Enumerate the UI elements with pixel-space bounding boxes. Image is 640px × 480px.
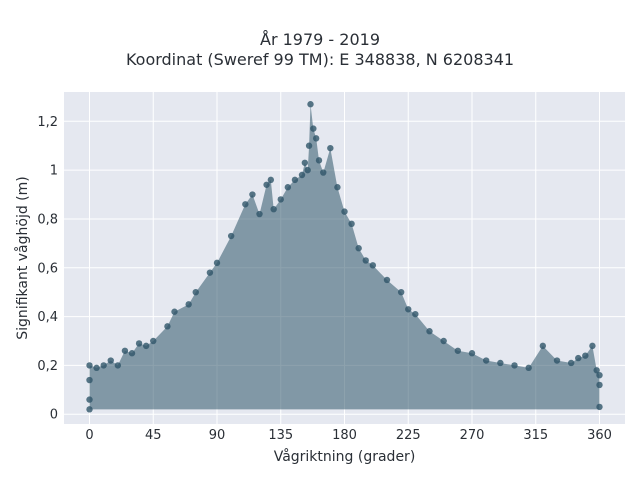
data-point bbox=[553, 357, 561, 364]
data-point bbox=[405, 306, 412, 313]
data-point bbox=[263, 181, 270, 188]
data-point bbox=[86, 376, 93, 384]
data-point bbox=[355, 245, 362, 252]
data-point bbox=[227, 232, 235, 240]
data-point bbox=[596, 371, 603, 379]
data-point bbox=[596, 403, 603, 411]
data-point bbox=[135, 340, 143, 347]
data-point bbox=[511, 362, 518, 369]
data-point bbox=[468, 350, 476, 357]
data-point bbox=[277, 196, 284, 203]
x-tick-label: 360 bbox=[587, 428, 612, 443]
data-point bbox=[596, 381, 603, 389]
data-point bbox=[412, 310, 419, 318]
data-point bbox=[270, 205, 277, 213]
data-point bbox=[397, 288, 405, 296]
data-point bbox=[315, 157, 323, 164]
data-point bbox=[128, 350, 136, 357]
data-point bbox=[86, 362, 93, 369]
x-tick-label: 270 bbox=[460, 428, 485, 443]
data-point bbox=[525, 364, 532, 372]
data-point bbox=[107, 357, 114, 364]
y-tick-label: 0,6 bbox=[37, 261, 58, 276]
chart-subtitle: Koordinat (Sweref 99 TM): E 348838, N 62… bbox=[125, 50, 515, 69]
data-point bbox=[192, 288, 199, 296]
y-tick-label: 1 bbox=[50, 164, 58, 179]
x-axis-title: Vågriktning (grader) bbox=[274, 448, 416, 465]
y-tick-label: 0,8 bbox=[37, 212, 58, 227]
data-point bbox=[142, 342, 150, 350]
data-point bbox=[454, 347, 462, 354]
data-point bbox=[567, 359, 575, 367]
data-point bbox=[575, 354, 582, 362]
x-axis-ticks: 0 45 90 135 180 225 270 315 360 bbox=[85, 428, 612, 443]
data-point bbox=[213, 259, 221, 267]
data-point bbox=[320, 169, 327, 176]
x-tick-label: 90 bbox=[209, 428, 226, 443]
x-tick-label: 225 bbox=[396, 428, 421, 443]
data-point bbox=[86, 406, 93, 413]
data-point bbox=[249, 191, 256, 198]
data-point bbox=[298, 171, 306, 179]
data-point bbox=[267, 176, 275, 184]
point-density-envelope bbox=[89, 104, 600, 410]
chart-title: År 1979 - 2019 bbox=[260, 30, 380, 49]
data-point bbox=[539, 342, 547, 350]
x-tick-label: 180 bbox=[332, 428, 357, 443]
x-tick-label: 45 bbox=[145, 428, 162, 443]
data-point bbox=[582, 352, 589, 359]
y-tick-label: 0 bbox=[50, 408, 58, 423]
data-point bbox=[242, 201, 249, 208]
data-point bbox=[86, 396, 93, 403]
data-point bbox=[291, 176, 299, 184]
y-axis-title: Signifikant våghöjd (m) bbox=[14, 176, 31, 339]
data-point bbox=[348, 220, 355, 228]
point-cloud bbox=[89, 104, 600, 410]
data-point bbox=[164, 323, 171, 330]
data-point bbox=[334, 184, 341, 191]
y-tick-label: 1,2 bbox=[37, 115, 58, 130]
data-point bbox=[327, 144, 334, 152]
data-point bbox=[369, 262, 377, 269]
y-tick-label: 0,2 bbox=[37, 359, 58, 374]
data-point bbox=[185, 301, 192, 308]
data-point bbox=[497, 359, 504, 367]
data-point bbox=[114, 362, 122, 369]
data-point bbox=[304, 166, 311, 174]
data-point bbox=[305, 142, 313, 149]
data-point bbox=[440, 337, 447, 345]
data-point bbox=[426, 328, 433, 335]
data-point bbox=[256, 210, 263, 218]
y-tick-label: 0,4 bbox=[37, 310, 58, 325]
data-point bbox=[171, 308, 178, 315]
data-point bbox=[93, 364, 100, 372]
data-point bbox=[341, 208, 348, 215]
data-point bbox=[100, 362, 107, 369]
data-point bbox=[284, 184, 292, 191]
x-tick-label: 135 bbox=[268, 428, 293, 443]
data-point bbox=[593, 367, 600, 374]
data-point bbox=[150, 337, 157, 345]
data-point bbox=[362, 257, 369, 264]
data-point bbox=[206, 269, 214, 276]
data-point bbox=[312, 135, 320, 142]
x-tick-label: 0 bbox=[85, 428, 93, 443]
data-point bbox=[589, 342, 596, 350]
data-point bbox=[301, 159, 309, 166]
data-point bbox=[307, 101, 314, 108]
data-points bbox=[86, 101, 603, 413]
y-axis-ticks: 0 0,2 0,4 0,6 0,8 1 1,2 bbox=[37, 115, 58, 423]
x-tick-label: 315 bbox=[523, 428, 548, 443]
data-point bbox=[310, 125, 317, 132]
data-point bbox=[383, 276, 391, 284]
data-point bbox=[482, 357, 490, 364]
data-point bbox=[121, 347, 129, 354]
